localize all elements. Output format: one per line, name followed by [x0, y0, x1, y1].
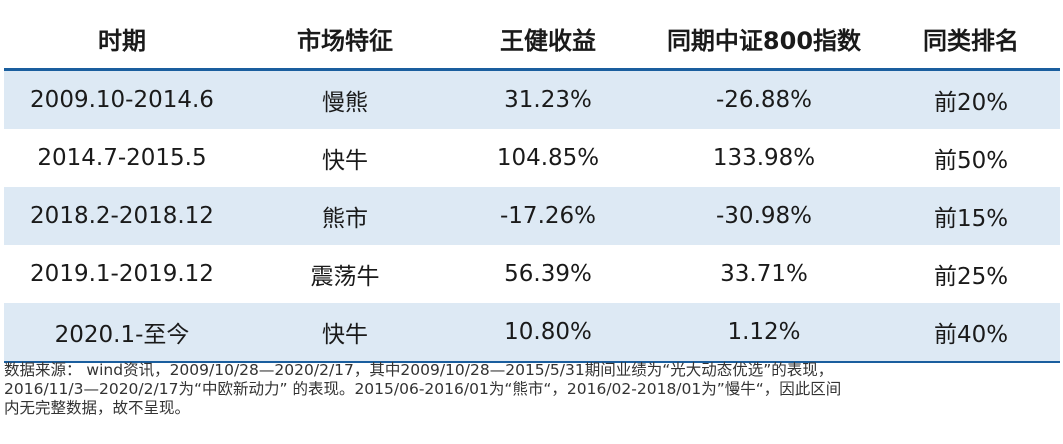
header-return: 王健收益 — [450, 8, 646, 71]
header-rank: 同类排名 — [882, 8, 1060, 71]
cell-rank: 前20% — [882, 69, 1060, 129]
cell-market: 熊市 — [240, 187, 450, 245]
source-note: 数据来源： wind资讯，2009/10/28—2020/2/17，其中2009… — [4, 361, 1054, 418]
header-market: 市场特征 — [240, 8, 450, 71]
cell-return: -17.26% — [450, 187, 646, 245]
table-row: 2009.10-2014.6 慢熊 31.23% -26.88% 前20% — [4, 69, 1060, 129]
cell-return: 31.23% — [450, 69, 646, 129]
header-period: 时期 — [4, 8, 240, 71]
table-row: 2020.1-至今 快牛 10.80% 1.12% 前40% — [4, 303, 1060, 363]
cell-period: 2019.1-2019.12 — [30, 261, 214, 287]
table-row: 2019.1-2019.12 震荡牛 56.39% 33.71% 前25% — [4, 245, 1060, 303]
performance-table: 时期 市场特征 王健收益 同期中证800指数 同类排名 2009.10-2014… — [4, 8, 1060, 363]
cell-index: -26.88% — [646, 69, 882, 129]
header-row: 时期 市场特征 王健收益 同期中证800指数 同类排名 — [4, 8, 1060, 71]
source-note-line: 2016/11/3—2020/2/17为“中欧新动力” 的表现。2015/06-… — [4, 380, 842, 398]
header-index: 同期中证800指数 — [646, 8, 882, 71]
cell-market: 慢熊 — [240, 69, 450, 129]
cell-return: 104.85% — [496, 145, 600, 171]
table-header: 时期 市场特征 王健收益 同期中证800指数 同类排名 — [4, 8, 1060, 71]
cell-period: 2018.2-2018.12 — [4, 187, 240, 245]
source-note-line: 数据来源： wind资讯，2009/10/28—2020/2/17，其中2009… — [4, 361, 834, 379]
cell-index: 1.12% — [646, 303, 882, 363]
cell-market: 快牛 — [240, 303, 450, 363]
source-note-line: 内无完整数据，故不呈现。 — [4, 399, 191, 417]
cell-index: -30.98% — [646, 187, 882, 245]
cell-market: 震荡牛 — [310, 264, 380, 290]
cell-index: 33.71% — [720, 261, 808, 287]
cell-rank: 前25% — [933, 264, 1009, 290]
cell-market: 快牛 — [322, 148, 368, 174]
cell-period: 2009.10-2014.6 — [4, 69, 240, 129]
cell-period: 2020.1-至今 — [4, 303, 240, 363]
cell-rank: 前50% — [933, 148, 1009, 174]
cell-index: 133.98% — [712, 145, 816, 171]
cell-rank: 前15% — [882, 187, 1060, 245]
cell-period: 2014.7-2015.5 — [37, 145, 207, 171]
table-row: 2018.2-2018.12 熊市 -17.26% -30.98% 前15% — [4, 187, 1060, 245]
table-row: 2014.7-2015.5 快牛 104.85% 133.98% 前50% — [4, 129, 1060, 187]
cell-return: 56.39% — [504, 261, 592, 287]
cell-rank: 前40% — [882, 303, 1060, 363]
cell-return: 10.80% — [450, 303, 646, 363]
table-body: 2009.10-2014.6 慢熊 31.23% -26.88% 前20% 20… — [4, 69, 1060, 363]
